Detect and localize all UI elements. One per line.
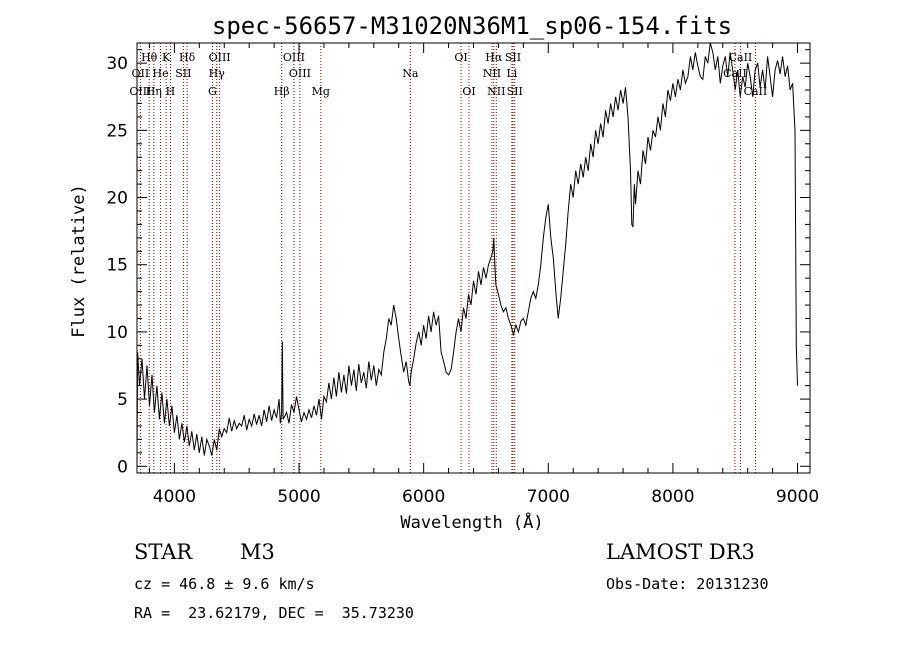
line-marker-label: OI [454,51,467,64]
y-tick-label: 30 [106,54,128,74]
y-tick-label: 10 [106,323,128,343]
line-marker-label: NII [483,67,501,80]
line-marker-label: He [153,67,169,80]
line-marker-label: OI [462,85,475,98]
x-tick-label: 7000 [527,487,570,507]
line-marker-label: CaII [729,51,753,64]
line-marker-label: CaII [723,67,747,80]
line-marker-label: Li [506,67,517,80]
survey-name: LAMOST DR3 [606,540,755,564]
y-tick-label: 20 [106,189,128,209]
line-marker-label: SII [505,51,521,64]
line-marker-label: K [162,51,171,64]
line-marker-label: Hθ [141,51,158,64]
line-marker-label: G [208,85,217,98]
sky-coordinates: RA = 23.62179, DEC = 35.73230 [134,604,414,622]
x-tick-label: 8000 [651,487,694,507]
line-marker-label: SII [507,85,523,98]
line-marker-label: Hβ [274,85,290,98]
line-marker-label: NII [487,85,505,98]
observation-date: Obs-Date: 20131230 [606,575,769,593]
plot-frame [136,42,811,474]
line-marker-label: OIII [129,85,151,98]
y-axis-ticks: 0 5 10 15 20 25 30 [106,49,810,477]
line-marker-label: Hδ [179,51,196,64]
line-marker-label: Hγ [209,67,226,80]
line-marker-label: Mg [312,85,330,98]
x-tick-label: 9000 [776,487,819,507]
line-marker-label: OIII [209,51,231,64]
line-marker-label: Na [402,67,419,80]
line-marker-label: Hα [485,51,503,64]
x-tick-label: 5000 [277,487,320,507]
spectrum-line [136,42,798,467]
object-class: STAR [134,540,193,564]
y-axis-label: Flux (relative) [69,184,89,338]
x-axis-ticks: 4000 5000 6000 7000 8000 9000 [148,43,819,507]
x-tick-label: 4000 [153,487,196,507]
line-marker-label: CaII [744,85,768,98]
chart-title: spec-56657-M31020N36M1_sp06-154.fits [212,12,732,40]
line-marker-label: Hη [146,85,162,98]
object-subclass: M3 [240,540,275,564]
y-tick-label: 5 [117,390,128,410]
x-axis-label: Wavelength (Å) [400,511,543,533]
line-marker-label: H [166,85,176,98]
line-marker-label: OIII [283,51,305,64]
y-tick-label: 0 [117,457,128,477]
line-marker-label: OIII [289,67,311,80]
redshift-velocity: cz = 46.8 ± 9.6 km/s [134,575,315,593]
y-tick-label: 25 [106,121,128,141]
line-marker-label: OII [132,67,150,80]
line-marker-label: SII [175,67,191,80]
y-tick-label: 15 [106,256,128,276]
x-tick-label: 6000 [402,487,445,507]
